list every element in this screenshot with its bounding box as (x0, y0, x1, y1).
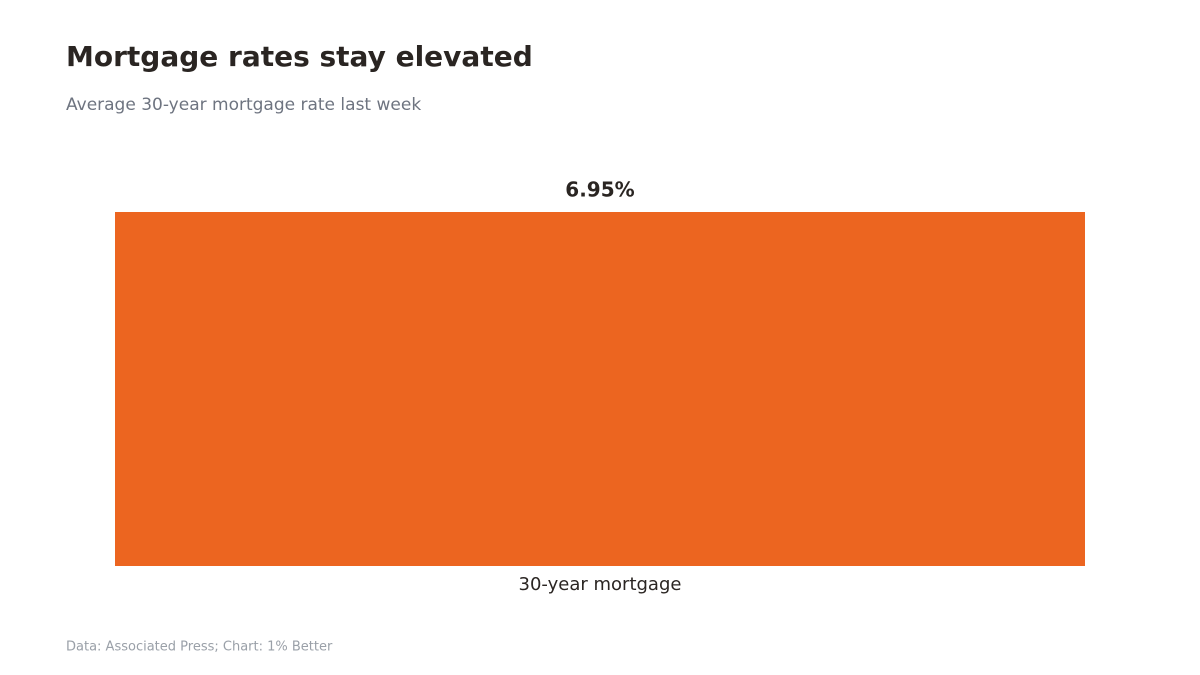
bar (115, 212, 1085, 566)
value-label: 6.95% (565, 178, 634, 202)
chart-subtitle: Average 30-year mortgage rate last week (66, 95, 421, 115)
chart-title: Mortgage rates stay elevated (66, 40, 533, 73)
source-note: Data: Associated Press; Chart: 1% Better (66, 640, 333, 655)
x-tick-label: 30-year mortgage (519, 574, 682, 595)
